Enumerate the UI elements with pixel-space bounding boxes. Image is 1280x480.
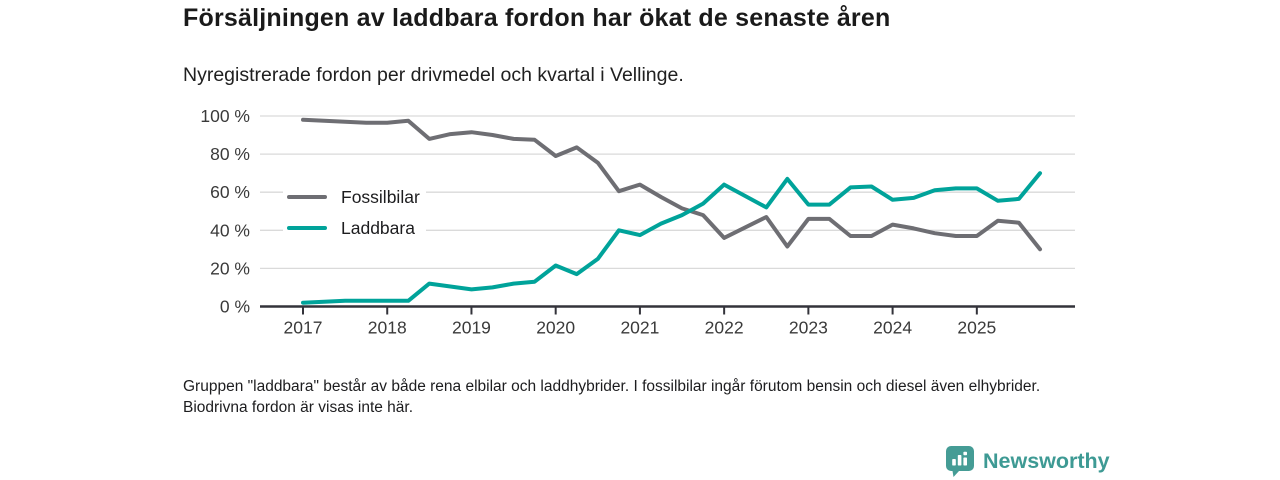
line-chart: 0 % 20 % 40 % 60 % 80 % 100 % 2017 2018 2019 2020… [180, 100, 1080, 345]
y-axis-label: 0 % [220, 297, 250, 317]
x-axis-label: 2020 [536, 318, 575, 338]
legend-label: Laddbara [341, 217, 415, 238]
x-axis-label: 2018 [368, 318, 407, 338]
laddbara-line-swatch-icon [287, 225, 327, 231]
line-chart-svg: 0 % 20 % 40 % 60 % 80 % 100 % 2017 2018 2019 2020… [200, 106, 1075, 338]
x-axis-label: 2023 [789, 318, 828, 338]
x-axis-label: 2019 [452, 318, 491, 338]
chart-legend: Fossilbilar Laddbara [283, 184, 426, 241]
legend-item-laddbara: Laddbara [283, 215, 426, 241]
bar-chart-pin-icon [946, 446, 974, 477]
page-title: Försäljningen av laddbara fordon har öka… [183, 4, 891, 32]
series-line-laddbara [301, 171, 1042, 305]
x-axis-label: 2021 [620, 318, 659, 338]
chart-subtitle: Nyregistrerade fordon per drivmedel och … [183, 64, 684, 86]
newsworthy-logo: Newsworthy [946, 446, 1110, 477]
y-axis-label: 20 % [210, 258, 250, 278]
chart-footnote: Gruppen "laddbara" består av både rena e… [183, 378, 1041, 416]
newsworthy-wordmark: Newsworthy [983, 449, 1110, 473]
y-axis-label: 80 % [210, 144, 250, 164]
x-axis-label: 2025 [957, 318, 996, 338]
x-axis-label: 2022 [705, 318, 744, 338]
y-axis-label: 40 % [210, 220, 250, 240]
x-axis-label: 2017 [284, 318, 323, 338]
legend-label: Fossilbilar [341, 186, 420, 207]
y-axis-label: 100 % [200, 106, 250, 126]
series-line-fossilbilar [301, 117, 1042, 252]
fossilbilar-line-swatch-icon [287, 194, 327, 200]
legend-item-fossilbilar: Fossilbilar [283, 184, 426, 210]
x-axis-label: 2024 [873, 318, 912, 338]
y-axis-label: 60 % [210, 182, 250, 202]
